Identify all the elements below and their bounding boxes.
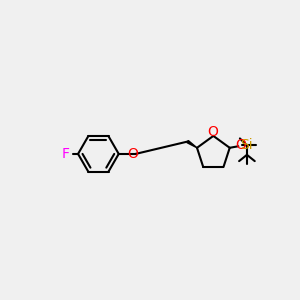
Text: O: O <box>235 139 246 152</box>
Text: O: O <box>207 125 218 139</box>
Text: Si: Si <box>241 139 253 152</box>
Text: O: O <box>127 147 138 161</box>
Text: F: F <box>61 147 69 161</box>
Polygon shape <box>187 140 197 148</box>
